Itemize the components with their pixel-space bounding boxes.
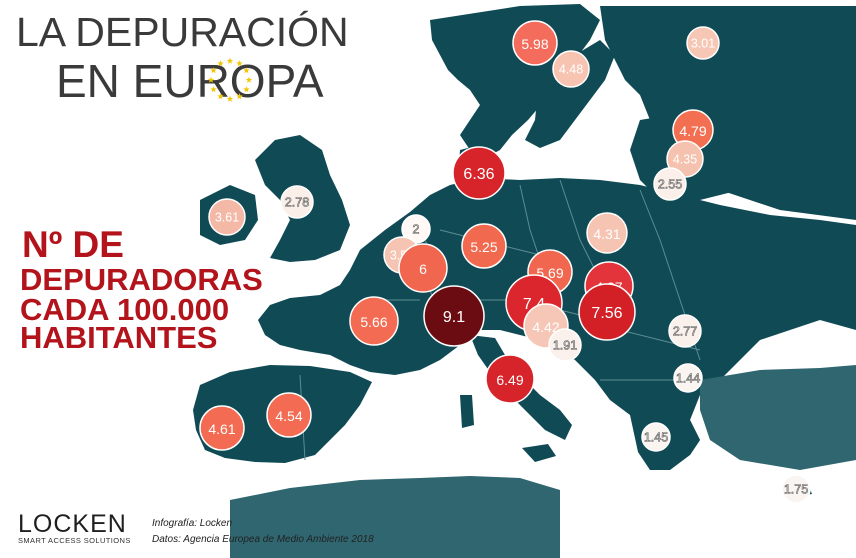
marker-circle <box>653 167 687 201</box>
eu-star-icon <box>210 86 217 93</box>
marker-value: 5.98 <box>521 36 548 52</box>
subtitle-line-3: CADA 100.000 <box>20 292 230 327</box>
marker-value: 2 <box>413 223 420 237</box>
marker-value: 6.49 <box>496 372 523 388</box>
eu-star-icon <box>217 93 224 100</box>
title-line-2: EN EUROPA <box>56 55 324 107</box>
marker-circle <box>208 198 246 236</box>
marker-value: 4.79 <box>679 123 706 139</box>
eu-star-icon <box>243 67 250 74</box>
marker-value: 1.91 <box>553 339 577 353</box>
eu-star-icon <box>210 67 217 74</box>
eu-star-icon <box>243 86 250 93</box>
credit-data-source: Datos: Agencia Europea de Medio Ambiente… <box>152 534 374 545</box>
eu-star-icon <box>236 93 243 100</box>
marker-value: 7.56 <box>591 305 622 322</box>
marker-value: 4.42 <box>532 319 559 335</box>
land-turkey <box>700 365 856 470</box>
marker-circle <box>548 328 582 362</box>
marker-circle <box>686 26 720 60</box>
subtitle-line-4: HABITANTES <box>20 320 218 355</box>
land-sardinia <box>460 395 474 428</box>
marker-circle <box>398 243 448 293</box>
marker-circle <box>586 212 628 254</box>
marker-circle <box>423 285 485 347</box>
subtitle-line-1: Nº DE <box>22 224 124 265</box>
eu-star-icon <box>217 60 224 67</box>
land-north-africa <box>230 476 560 558</box>
marker-value: 4.61 <box>208 421 235 437</box>
marker-circle <box>452 146 506 200</box>
marker-value: 4.35 <box>673 153 697 167</box>
locken-logo: LOCKEN <box>18 510 127 538</box>
marker-value: 3.61 <box>215 211 239 225</box>
eu-stars-icon <box>207 57 253 102</box>
marker-circle <box>485 354 535 404</box>
marker-value: 2.55 <box>658 178 682 192</box>
locken-tagline: SMART ACCESS SOLUTIONS <box>18 536 131 545</box>
marker-circle <box>349 296 399 346</box>
eu-star-icon <box>226 57 234 64</box>
marker-value: 1.45 <box>644 431 668 445</box>
title-line-1: LA DEPURACIÓN <box>16 9 349 55</box>
marker-value: 4.31 <box>593 226 620 242</box>
marker-circle <box>641 422 671 452</box>
eu-star-icon <box>245 76 253 83</box>
eu-star-icon <box>236 60 243 67</box>
marker-value: 1.75 <box>784 483 808 497</box>
marker-circle <box>266 392 312 438</box>
marker-circle <box>461 223 507 269</box>
marker-value: 4.48 <box>559 63 583 77</box>
marker-circle <box>512 20 558 66</box>
marker-circle <box>668 314 702 348</box>
marker-circle <box>673 363 703 393</box>
land-sicily <box>522 444 556 462</box>
markers-layer: 5.984.483.014.794.352.556.363.612.7823.5… <box>199 20 811 504</box>
marker-value: 5.25 <box>470 239 497 255</box>
eu-star-icon <box>226 95 234 102</box>
marker-value: 3.01 <box>691 37 715 51</box>
marker-circle <box>781 474 811 504</box>
marker-value: 2.78 <box>285 196 309 210</box>
marker-circle <box>199 405 245 451</box>
marker-value: 6.36 <box>463 166 494 183</box>
marker-value: 1.44 <box>676 372 700 386</box>
marker-value: 2.77 <box>673 325 697 339</box>
marker-circle <box>552 50 590 88</box>
marker-circle <box>578 283 636 341</box>
land-sweden-coast <box>525 40 615 148</box>
eu-star-icon <box>207 76 215 83</box>
marker-value: 5.66 <box>360 314 387 330</box>
credit-infographic: Infografía: Locken <box>152 518 233 529</box>
marker-value: 4.54 <box>275 408 302 424</box>
marker-circle <box>280 185 314 219</box>
land-finland-russia <box>600 6 856 220</box>
subtitle-line-2: DEPURADORAS <box>20 262 263 297</box>
marker-value: 9.1 <box>443 309 465 326</box>
marker-value: 6 <box>419 261 427 277</box>
